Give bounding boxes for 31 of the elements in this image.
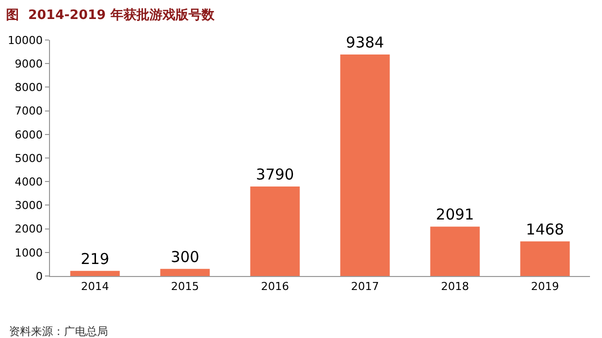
y-tick-label: 10000: [8, 34, 43, 47]
y-tick-label: 8000: [14, 81, 43, 94]
x-tick-label: 2018: [441, 280, 469, 294]
y-tick-label: 1000: [14, 246, 43, 260]
bar: [160, 268, 210, 276]
text: 资料来源：广电总局: [9, 325, 108, 338]
y-tick-label: 3000: [14, 199, 43, 212]
y-tick-label: 6000: [14, 128, 43, 142]
data-label: 219: [80, 250, 110, 268]
bar: [520, 241, 570, 276]
data-label: 300: [170, 248, 200, 266]
y-tick-label: 7000: [14, 104, 43, 118]
bar: [250, 186, 300, 276]
bar: [430, 226, 480, 276]
x-tick-label: 2017: [351, 280, 379, 294]
y-tick-label: 5000: [14, 152, 43, 165]
x-tick-label: 2019: [531, 280, 559, 294]
data-label: 1468: [526, 220, 564, 238]
y-tick-label: 0: [36, 270, 43, 283]
bar: [70, 270, 120, 276]
data-label: 2091: [436, 206, 474, 224]
y-tick-label: 4000: [14, 175, 43, 188]
y-tick-label: 9000: [14, 57, 43, 70]
x-tick-label: 2015: [171, 280, 199, 294]
bar: [340, 54, 390, 276]
data-label: 3790: [256, 166, 294, 184]
data-label: 9384: [346, 34, 384, 52]
chart-title: 图 2014-2019 年获批游戏版号数: [6, 7, 216, 24]
y-tick-label: 2000: [14, 222, 43, 236]
x-tick-label: 2014: [81, 280, 109, 294]
x-tick-label: 2016: [261, 280, 289, 294]
